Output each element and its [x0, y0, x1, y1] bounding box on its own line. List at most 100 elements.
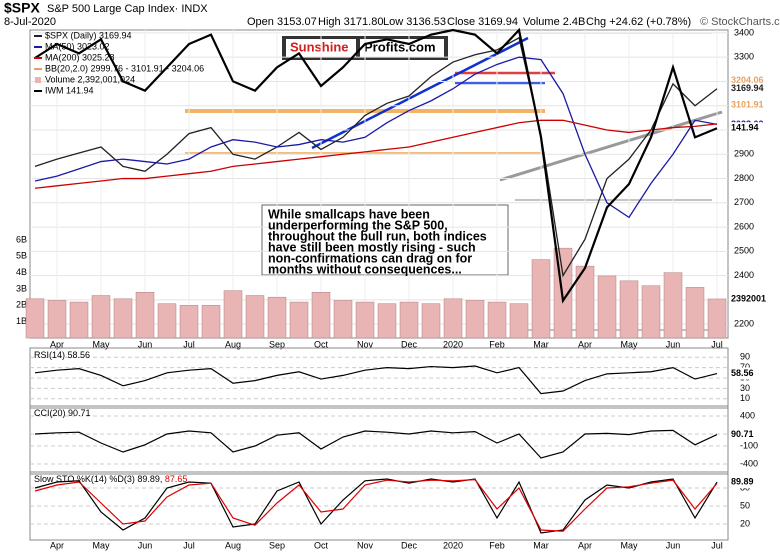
volume-bar — [311, 292, 331, 339]
volume-bar — [289, 301, 309, 339]
volume-bar — [69, 301, 89, 339]
x-tick-label: Sep — [269, 540, 285, 550]
x-tick-label: Jul — [711, 339, 723, 349]
x-tick-label: Aug — [225, 540, 241, 550]
x-tick-label: Apr — [578, 339, 592, 349]
panel-title: CCI(20) 90.71 — [34, 408, 91, 418]
volume-bar — [355, 301, 375, 339]
y-tick-label: 2900 — [734, 149, 754, 159]
x-tick-label: Feb — [489, 339, 505, 349]
value-box — [729, 292, 769, 305]
value-box — [729, 122, 769, 135]
y-tick-label: 30 — [740, 383, 750, 393]
volume-bar — [399, 301, 419, 339]
annotation-line: non-confirmations can drag on for — [268, 251, 472, 265]
volume-bar — [685, 287, 705, 339]
volume-bar — [157, 303, 177, 339]
series-line — [34, 429, 718, 459]
logo-part: Sunshine — [290, 39, 349, 54]
y-tick-label: 2800 — [734, 173, 754, 183]
x-tick-label: Jun — [138, 339, 153, 349]
quote: Chg +24.62 (+0.78%) — [586, 16, 691, 28]
panel-title-text: Slow STO %K(14) %D(3) 89.89, — [34, 474, 162, 484]
x-tick-label: Feb — [489, 540, 505, 550]
series-line — [34, 56, 718, 219]
value-box — [729, 476, 769, 489]
quote: Low 3136.53 — [383, 16, 446, 28]
x-tick-label: Jun — [138, 540, 153, 550]
y-tick-label: 2400 — [734, 270, 754, 280]
x-tick-label: Apr — [50, 540, 64, 550]
x-tick-label: Jul — [183, 339, 195, 349]
y-tick-label: 90 — [740, 352, 750, 362]
x-tick-label: Mar — [533, 339, 549, 349]
panel-title: RSI(14) 58.56 — [34, 350, 90, 360]
y-tick-label: -400 — [740, 458, 758, 468]
value-box-label: 90.71 — [731, 429, 754, 439]
quote: High 3171.80 — [318, 16, 383, 28]
credit: © StockCharts.com — [700, 16, 780, 28]
y-tick-label: 3400 — [734, 27, 754, 37]
volume-bar — [597, 275, 617, 339]
y-tick-label: 2200 — [734, 319, 754, 329]
volume-tick-label: 4B — [16, 267, 27, 277]
volume-bar — [443, 298, 463, 339]
volume-bar — [663, 272, 683, 339]
x-tick-label: Apr — [50, 339, 64, 349]
legend-swatch — [35, 77, 41, 83]
series-line — [34, 365, 718, 395]
panel-title-highlight: 87.65 — [165, 474, 188, 484]
x-tick-label: May — [92, 540, 110, 550]
volume-bar — [487, 301, 507, 339]
volume-bar — [91, 295, 111, 339]
legend-label: BB(20,2.0) 2999.76 - 3101.91 - 3204.06 — [45, 63, 204, 73]
x-tick-label: May — [620, 339, 638, 349]
value-box-label: 3169.94 — [731, 83, 764, 93]
y-tick-label: 2600 — [734, 221, 754, 231]
logo-part: Profits.com — [364, 39, 436, 54]
volume-bar — [531, 259, 551, 339]
value-box-label: 3101.91 — [731, 100, 764, 110]
volume-tick-label: 6B — [16, 234, 27, 244]
y-tick-label: 400 — [740, 410, 755, 420]
volume-bar — [465, 300, 485, 339]
x-tick-label: Mar — [533, 540, 549, 550]
x-tick-label: Jun — [666, 339, 681, 349]
volume-bar — [267, 296, 287, 339]
volume-bar — [707, 298, 727, 339]
value-box-label: 89.89 — [731, 476, 754, 486]
volume-bar — [47, 300, 67, 339]
y-tick-label: 2700 — [734, 197, 754, 207]
x-tick-label: May — [92, 339, 110, 349]
annotation-line: months without consequences... — [268, 262, 462, 276]
y-tick-label: 50 — [740, 500, 750, 510]
subtitle: S&P 500 Large Cap Index· INDX — [47, 3, 208, 15]
panel-title-text: RSI(14) 58.56 — [34, 350, 90, 360]
volume-tick-label: 3B — [16, 283, 27, 293]
quote: Close 3169.94 — [447, 16, 518, 28]
annotation-box — [261, 204, 509, 276]
series-line — [34, 478, 718, 532]
y-tick-label: 20 — [740, 518, 750, 528]
annotation-line: While smallcaps have been — [268, 207, 430, 221]
y-tick-label: -100 — [740, 440, 758, 450]
x-tick-label: Jun — [666, 540, 681, 550]
x-tick-label: Aug — [225, 339, 241, 349]
volume-bar — [135, 292, 155, 339]
x-tick-label: 2020 — [443, 339, 463, 349]
series-line — [34, 478, 718, 534]
legend-label: IWM 141.94 — [45, 85, 94, 95]
volume-bar — [619, 280, 639, 339]
x-tick-label: Nov — [357, 339, 374, 349]
x-tick-label: Apr — [578, 540, 592, 550]
value-box-label: 58.56 — [731, 368, 754, 378]
x-tick-label: Oct — [314, 339, 329, 349]
x-tick-label: Dec — [401, 540, 418, 550]
y-tick-label: 2500 — [734, 246, 754, 256]
value-box-label: 2392001 — [731, 293, 766, 303]
quote: Volume 2.4B — [523, 16, 585, 28]
volume-bar — [421, 303, 441, 339]
annotation-line: throughout the bull run, both indices — [268, 229, 487, 243]
x-tick-label: Jul — [711, 540, 723, 550]
